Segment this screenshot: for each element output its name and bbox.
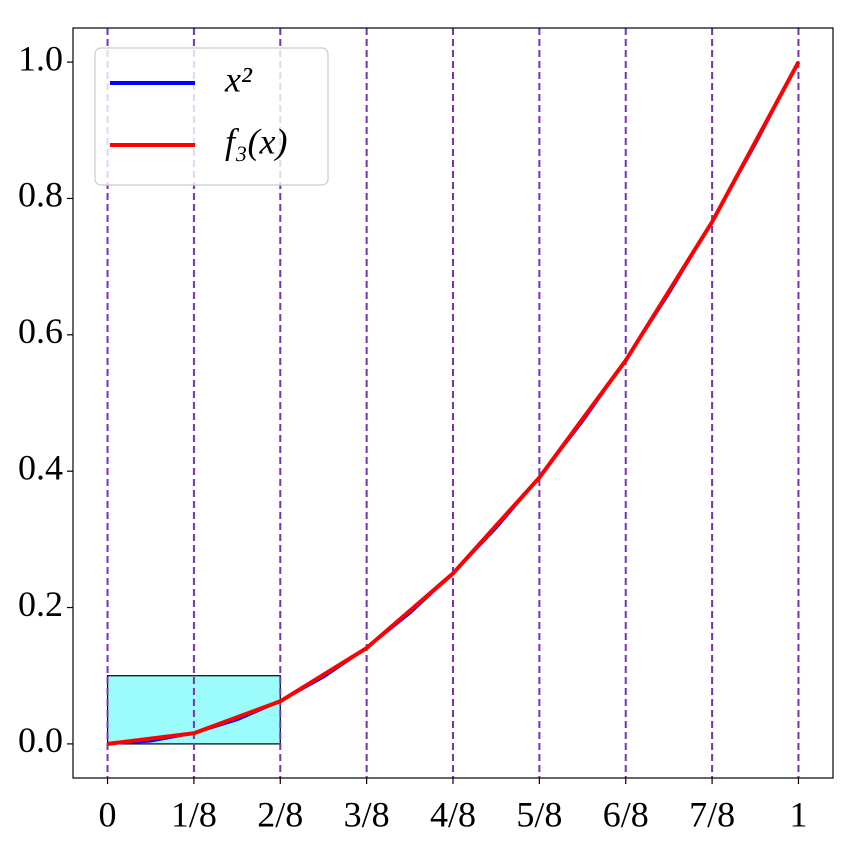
x-tick-label: 3/8	[344, 794, 390, 834]
x-tick-label: 7/8	[689, 794, 735, 834]
x-tick-label: 2/8	[257, 794, 303, 834]
legend-box	[94, 47, 329, 186]
y-tick-label: 1.0	[18, 38, 63, 78]
x-tick-label: 0	[99, 794, 117, 834]
x-tick-label: 5/8	[516, 794, 562, 834]
legend-label: f₃(x)	[225, 121, 287, 161]
x-tick-label: 1/8	[171, 794, 217, 834]
y-tick-label: 0.4	[18, 447, 63, 487]
x-tick-label: 4/8	[430, 794, 476, 834]
x-tick-label: 1	[789, 794, 807, 834]
y-tick-label: 0.0	[18, 720, 63, 760]
y-tick-label: 0.8	[18, 175, 63, 215]
series-line	[107, 61, 801, 746]
y-tick-label: 0.2	[18, 584, 63, 624]
legend-label: x²	[224, 59, 253, 99]
x-tick-label: 6/8	[603, 794, 649, 834]
y-tick-label: 0.6	[18, 311, 63, 351]
